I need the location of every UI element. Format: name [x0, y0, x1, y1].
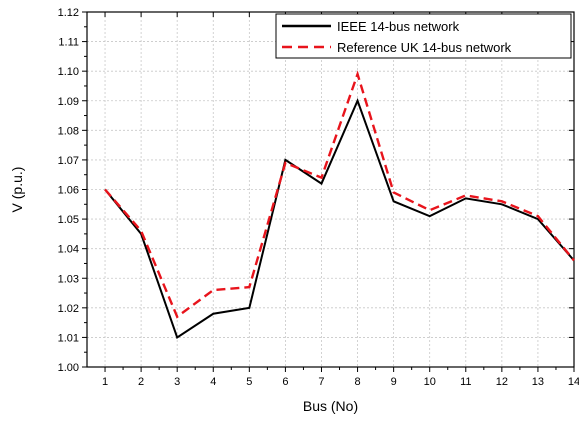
x-tick-label: 6 [282, 376, 288, 388]
x-tick-label: 9 [391, 376, 397, 388]
legend: IEEE 14-bus network Reference UK 14-bus n… [275, 13, 572, 59]
y-tick-label: 1.03 [58, 273, 79, 285]
y-tick-label: 1.06 [58, 185, 79, 197]
x-tick-label: 14 [568, 376, 579, 388]
y-axis-title: V (p.u.) [9, 167, 25, 213]
series-line-2 [104, 70, 575, 319]
y-tick-label: 1.11 [58, 37, 79, 49]
series-line-1 [104, 98, 575, 339]
x-tick-label: 11 [460, 376, 471, 388]
y-tick-label: 1.10 [58, 66, 79, 78]
y-tick-label: 1.05 [58, 214, 79, 226]
legend-label-1: IEEE 14-bus network [337, 19, 460, 34]
x-tick-label: 7 [318, 376, 324, 388]
x-tick-label: 2 [138, 376, 144, 388]
x-tick-label: 3 [174, 376, 180, 388]
y-tick-label: 1.02 [58, 303, 79, 315]
axes: 1 2 3 4 5 6 7 8 9 10 11 12 13 141.001.011.021.031.041… [58, 7, 579, 388]
x-tick-label: 4 [210, 376, 216, 388]
legend-label-2: Reference UK 14-bus network [337, 40, 512, 55]
x-tick-label: 1 [102, 376, 108, 388]
x-axis-title: Bus (No) [303, 398, 358, 414]
y-tick-label: 1.01 [58, 332, 79, 344]
y-tick-label: 1.09 [58, 96, 79, 108]
x-tick-label: 10 [424, 376, 436, 388]
y-tick-label: 1.04 [58, 244, 79, 256]
x-tick-label: 12 [496, 376, 508, 388]
x-tick-label: 5 [246, 376, 252, 388]
series-lines [104, 70, 575, 339]
legend-box [275, 13, 572, 59]
y-tick-label: 1.07 [58, 155, 79, 167]
y-tick-label: 1.00 [58, 362, 79, 374]
y-tick-label: 1.08 [58, 125, 79, 137]
y-tick-label: 1.12 [58, 7, 79, 19]
x-tick-label: 13 [532, 376, 544, 388]
grid-lines [87, 11, 575, 368]
x-tick-label: 8 [354, 376, 360, 388]
